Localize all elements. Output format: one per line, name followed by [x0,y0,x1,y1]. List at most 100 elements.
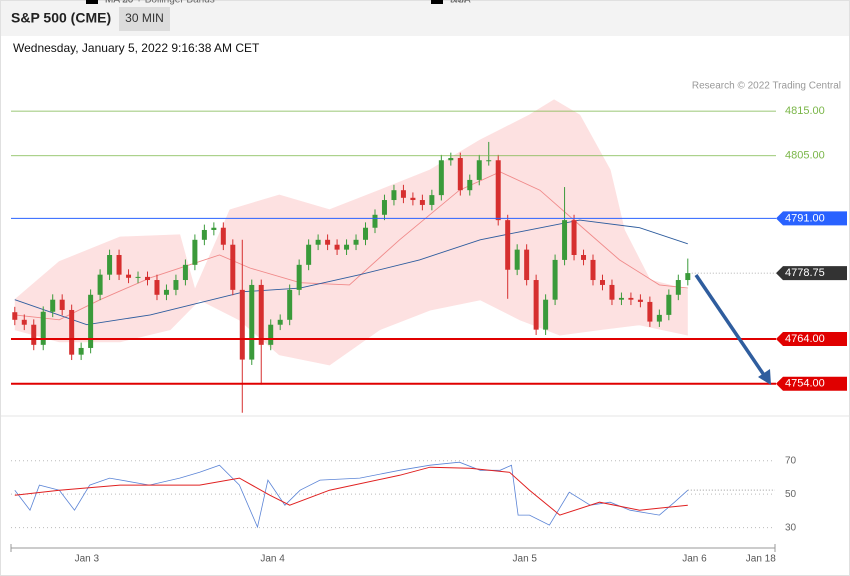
y-tick-label: 70 [785,455,797,466]
candle-body [599,280,605,285]
candle-body [410,197,416,201]
candle-body [457,158,463,191]
candle-body [381,200,387,215]
candle-body [505,220,511,270]
candle-body [201,229,207,240]
candle-body [609,284,615,300]
level-label: 4754.00 [785,378,825,390]
candle-body [88,294,94,348]
candle-body [628,297,634,300]
candle-body [637,299,643,302]
candle-body [647,301,653,322]
candle-body [306,244,312,265]
candle-body [315,239,321,245]
candle-body [116,255,122,275]
candle-body [438,160,444,196]
candle-body [97,274,103,295]
candle-body [239,289,245,360]
level-label-box [776,266,847,281]
level-label: 4778.75 [785,267,825,279]
forecast-arrow [694,274,768,379]
legend-label: MA 50 [105,0,134,6]
candle-body [675,280,681,295]
candle-body [126,274,132,278]
legend-label: 9MA [450,0,471,6]
candle-body [50,299,56,312]
candle-body [154,280,160,295]
candle-body [173,280,179,290]
candle-body [656,314,662,322]
candle-body [590,259,596,281]
candle-body [344,244,350,250]
level-label: 4764.00 [785,333,825,345]
ma-line [14,219,688,326]
candle-body [419,200,425,205]
candle-body [107,255,113,275]
x-tick-label: Jan 18 [746,554,776,565]
candle-body [277,319,283,325]
candle-body [372,214,378,228]
candle-body [268,324,274,345]
level-label-box [776,376,847,391]
level-label-box [776,211,847,226]
candle-body [476,160,482,180]
candle-body [12,312,18,320]
legend-swatch [431,0,443,4]
legend-label: RSI [450,0,467,6]
x-tick-label: Jan 6 [682,554,707,565]
interval: 30 MIN [125,11,164,25]
candle-body [211,227,217,230]
candle-body [192,239,198,265]
candle-body [581,255,587,260]
candle-body [230,244,236,290]
candle-body [363,227,369,240]
candle-body [429,195,435,205]
candle-body [448,158,454,161]
x-tick-label: Jan 3 [75,554,100,565]
legend-swatch [86,0,98,4]
candle-body [685,273,691,281]
level-label-box [776,332,847,347]
candle-body [571,220,577,255]
title: S&P 500 (CME) [11,10,111,26]
candle-body [666,294,672,315]
forecast-arrowhead [758,369,771,385]
candle-body [182,264,188,281]
candle-body [552,259,558,300]
band-fill [14,99,688,365]
candle-body [78,347,84,355]
ma-line [14,171,688,321]
candle-body [486,160,492,162]
candle-body [533,280,539,330]
candle-body [220,227,226,245]
legend-label: MA 20 + Bollinger Bands [105,0,215,6]
candle-body [40,311,46,345]
indicator-line [14,466,688,516]
candle-body [249,284,255,360]
indicator-line [14,461,689,529]
x-tick-label: Jan 4 [260,554,285,565]
level-label: 4805.00 [785,150,825,162]
credit: Research © 2022 Trading Central [692,81,841,92]
candle-body [400,190,406,198]
candle-body [391,190,397,201]
candle-body [258,284,264,345]
candle-body [562,220,568,260]
candle-body [135,276,141,278]
y-tick-label: 50 [785,489,797,500]
candle-body [618,297,624,300]
band-upper [14,99,688,301]
candle-body [287,289,293,320]
candle-body [514,249,520,270]
candle-body [21,319,27,325]
candle-body [353,239,359,245]
candle-body [495,160,501,221]
candle-body [334,244,340,250]
candle-body [144,276,150,281]
candle-body [296,264,302,290]
interval-badge[interactable] [119,7,170,31]
candle-body [467,179,473,191]
candle-body [59,299,65,310]
candle-body [325,239,331,245]
